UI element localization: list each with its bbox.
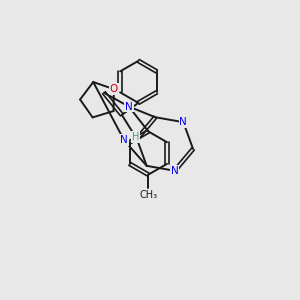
Text: N: N — [125, 101, 133, 112]
Text: N: N — [120, 135, 128, 145]
Text: H: H — [132, 132, 139, 142]
Text: N: N — [179, 117, 187, 127]
Text: O: O — [110, 84, 118, 94]
Text: N: N — [171, 166, 178, 176]
Text: CH₃: CH₃ — [139, 190, 158, 200]
